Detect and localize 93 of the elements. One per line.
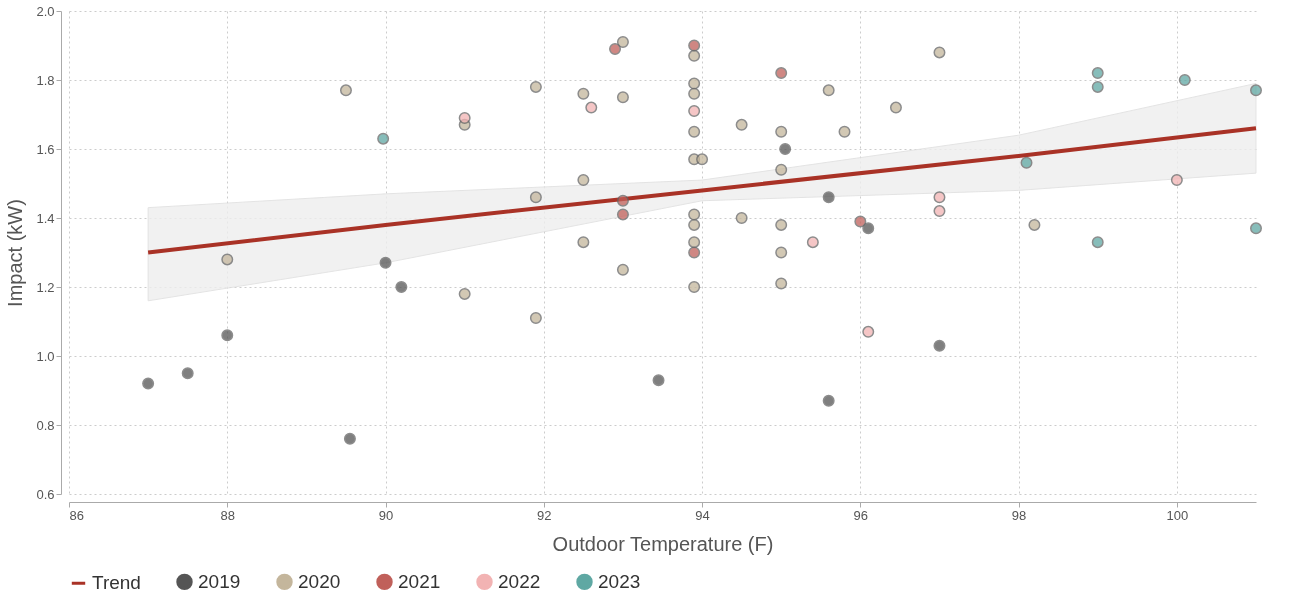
point — [1020, 156, 1033, 169]
point — [379, 256, 392, 269]
point — [343, 432, 356, 445]
point — [854, 215, 867, 228]
point — [181, 367, 194, 380]
legend-label: 2023 — [598, 570, 641, 592]
y-tick-label: 1.0 — [36, 348, 55, 364]
point — [688, 77, 701, 90]
point — [862, 325, 875, 338]
point — [775, 218, 788, 231]
y-axis-title: Impact (kW) — [4, 199, 27, 307]
point — [1250, 222, 1262, 235]
point — [458, 111, 471, 124]
y-tick-label: 1.2 — [36, 279, 55, 295]
legend-label: 2019 — [198, 570, 241, 592]
point — [1250, 84, 1262, 97]
y-tick-label: 2.0 — [36, 3, 55, 19]
x-tick-label: 88 — [220, 507, 235, 523]
point — [395, 281, 408, 293]
point — [889, 101, 902, 114]
point — [221, 253, 234, 266]
point — [862, 222, 875, 235]
point — [933, 191, 946, 204]
point — [1091, 80, 1104, 93]
point — [696, 153, 709, 166]
point — [616, 194, 629, 207]
x-tick-label: 92 — [537, 507, 552, 523]
point — [1028, 218, 1041, 231]
point — [377, 132, 390, 145]
y-tick-label: 1.6 — [36, 141, 55, 157]
y-tick-label: 1.4 — [36, 210, 55, 226]
y-tick-label: 0.6 — [36, 486, 55, 502]
x-tick-label: 94 — [695, 507, 710, 523]
point — [616, 36, 629, 49]
point — [1178, 74, 1191, 86]
point — [933, 339, 946, 352]
x-tick-label: 98 — [1011, 507, 1027, 523]
point — [529, 80, 542, 93]
point — [688, 281, 701, 293]
y-tick-label: 0.8 — [36, 417, 55, 433]
point — [735, 212, 748, 224]
point — [933, 205, 946, 218]
point — [339, 84, 352, 97]
y-tick-label: 1.8 — [36, 72, 55, 88]
point — [775, 125, 788, 138]
point — [1091, 236, 1104, 249]
point — [616, 263, 629, 276]
point — [616, 91, 629, 104]
x-tick-label: 100 — [1166, 507, 1189, 523]
point — [585, 101, 598, 114]
point — [688, 39, 701, 52]
point — [616, 208, 629, 221]
x-axis-title: Outdoor Temperature (F) — [552, 532, 774, 555]
point — [688, 87, 701, 100]
point — [775, 246, 788, 259]
point — [529, 191, 542, 204]
point — [577, 174, 590, 187]
x-tick-label: 96 — [853, 507, 869, 523]
legend-label: 2022 — [498, 570, 541, 592]
point — [652, 374, 665, 387]
point — [688, 218, 701, 231]
point — [822, 394, 835, 407]
point — [775, 67, 788, 80]
point — [838, 125, 851, 138]
point — [822, 191, 835, 204]
point — [1170, 174, 1183, 187]
point — [142, 377, 155, 390]
point — [577, 87, 590, 100]
line-series — [146, 126, 1258, 255]
point — [806, 236, 819, 249]
point — [775, 163, 788, 176]
point — [822, 84, 835, 97]
point — [779, 143, 792, 155]
point — [609, 42, 622, 55]
point — [688, 236, 701, 249]
point — [735, 118, 748, 131]
point — [688, 49, 701, 62]
point — [688, 208, 701, 221]
point — [688, 125, 701, 138]
x-tick-label: 86 — [69, 507, 84, 523]
point — [221, 329, 234, 342]
point — [775, 277, 788, 290]
point — [458, 287, 471, 300]
point — [1091, 67, 1104, 80]
x-tick-label: 90 — [378, 507, 394, 523]
legend-label: 2021 — [398, 570, 441, 592]
point — [688, 105, 701, 118]
point — [577, 236, 590, 249]
point — [933, 46, 946, 59]
legend-label: Trend — [92, 572, 141, 594]
point — [688, 246, 701, 259]
legend-label: 2020 — [298, 570, 341, 592]
point — [529, 312, 542, 325]
